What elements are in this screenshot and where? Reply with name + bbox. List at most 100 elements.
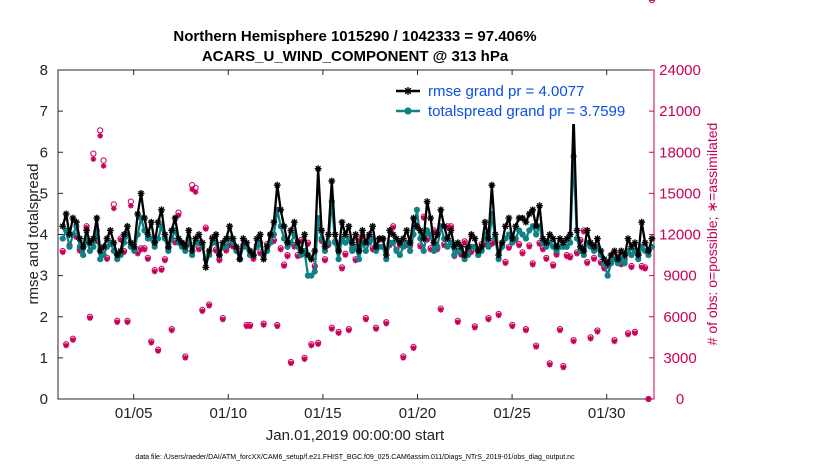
obs-assimilated-point: [63, 342, 69, 349]
spread-point: [543, 243, 550, 250]
obs-assimilated-point: [59, 249, 66, 256]
rmse-series: [59, 111, 656, 271]
rmse-point: [621, 251, 629, 259]
obs-assimilated-point: [260, 322, 267, 328]
obs-assimilated-point: [495, 312, 502, 319]
obs-assimilated-point: [543, 256, 550, 262]
x-tick-label: 01/05: [115, 405, 153, 422]
obs-assimilated-point: [70, 337, 76, 343]
rmse-point: [107, 226, 114, 234]
rmse-point: [335, 247, 342, 255]
spread-point: [308, 272, 315, 279]
rmse-point: [314, 165, 322, 173]
obs-assimilated-point: [308, 342, 315, 349]
obs-assimilated-point: [628, 264, 635, 271]
rmse-point: [542, 239, 550, 247]
spread-point: [635, 256, 642, 263]
spread-point: [444, 243, 451, 250]
spread-point: [311, 268, 318, 275]
rmse-point: [233, 243, 240, 251]
rmse-point: [491, 231, 499, 238]
obs-assimilated-point: [502, 260, 509, 267]
spread-point: [485, 243, 492, 250]
rmse-point: [76, 235, 84, 243]
obs-assimilated-point: [281, 263, 287, 269]
rmse-point: [461, 251, 469, 259]
rmse-point: [406, 239, 414, 247]
rmse-point: [536, 202, 543, 210]
rmse-point: [502, 222, 509, 230]
spread-point: [451, 251, 458, 259]
obs-assimilated-point: [328, 326, 335, 332]
obs-assimilated-point: [560, 364, 567, 371]
rmse-point: [478, 243, 486, 251]
obs-assimilated-point: [642, 265, 648, 272]
obs-assimilated-point: [516, 242, 522, 249]
rmse-point: [89, 235, 97, 243]
obs-assimilated-point: [219, 316, 226, 323]
rmse-point: [192, 235, 199, 243]
spread-point: [182, 247, 189, 255]
rmse-point: [369, 222, 377, 230]
rmse-point: [83, 226, 90, 234]
obs-assimilated-point: [645, 396, 652, 402]
rmse-point: [338, 218, 346, 226]
obs-assimilated-point: [540, 246, 546, 253]
rmse-point: [72, 218, 80, 226]
spread-point: [519, 231, 526, 238]
obs-assimilated-point: [587, 335, 594, 342]
obs-assimilated-point: [342, 252, 349, 258]
rmse-point: [243, 239, 251, 247]
rmse-point: [79, 243, 87, 251]
obs-assimilated-point: [284, 253, 291, 260]
spread-point: [165, 247, 172, 255]
rmse-point: [638, 218, 646, 226]
footer-data-file: data file: /Users/raeder/DAI/ATM_forcXX/…: [135, 454, 575, 461]
rmse-point: [311, 247, 319, 255]
obs-assimilated-point: [485, 316, 492, 323]
rmse-point: [529, 206, 537, 214]
rmse-point: [433, 231, 441, 238]
rmse-point: [270, 218, 278, 226]
rmse-point: [508, 235, 516, 243]
spread-point: [604, 272, 611, 279]
y2-tick-label: 3000: [663, 350, 696, 367]
spread-point: [284, 243, 291, 250]
spread-point: [495, 256, 502, 263]
rmse-point: [464, 243, 472, 251]
rmse-point: [229, 235, 237, 243]
obs-assimilated-point: [206, 302, 212, 309]
obs-assimilated-point: [472, 324, 478, 331]
rmse-point: [287, 226, 295, 234]
legend-rmse-marker: [404, 87, 412, 95]
obs-assimilated-point: [155, 348, 161, 354]
rmse-point: [294, 239, 302, 247]
rmse-point: [365, 231, 373, 238]
spread-point: [461, 256, 468, 263]
rmse-point: [481, 218, 489, 226]
rmse-point: [185, 226, 193, 234]
rmse-point: [410, 214, 417, 222]
obs-assimilated-point: [104, 256, 110, 262]
rmse-point: [124, 222, 131, 230]
x-axis: 01/05 01/10 01/15 01/20 01/25 01/30: [115, 70, 625, 422]
rmse-point: [331, 231, 339, 238]
rmse-point: [447, 226, 455, 234]
rmse-point: [120, 231, 128, 238]
rmse-point: [645, 247, 652, 255]
rmse-point: [379, 235, 387, 243]
obs-assimilated-point: [192, 189, 199, 195]
obs-assimilated-point: [151, 268, 158, 275]
x-tick-label: 01/10: [210, 405, 248, 422]
rmse-point: [171, 214, 179, 222]
obs-assimilated-point: [509, 323, 516, 330]
rmse-point: [457, 243, 465, 251]
obs-assimilated-point: [111, 205, 117, 212]
rmse-point: [154, 218, 162, 226]
rmse-point: [355, 247, 363, 255]
rmse-point: [130, 243, 138, 251]
rmse-point: [423, 198, 431, 205]
spread-point: [393, 247, 400, 255]
rmse-point: [290, 218, 298, 226]
rmse-point: [226, 222, 234, 230]
